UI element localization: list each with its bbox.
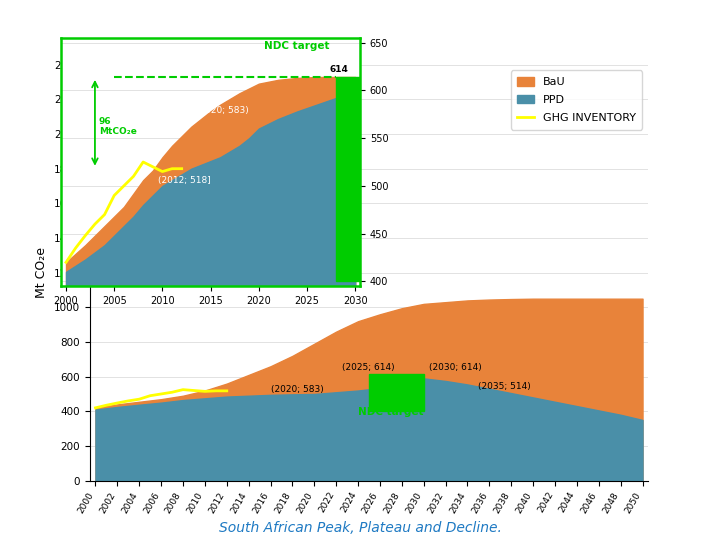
Text: (2020; 583): (2020; 583): [196, 106, 249, 115]
Text: (2012; 518]: (2012; 518]: [158, 176, 210, 185]
Y-axis label: Mt CO₂e: Mt CO₂e: [35, 247, 48, 298]
Text: (2025; 614): (2025; 614): [342, 363, 395, 372]
Text: (2035; 514): (2035; 514): [478, 382, 531, 391]
Text: 96
MtCO₂e: 96 MtCO₂e: [99, 117, 137, 137]
Text: NDC target: NDC target: [358, 407, 423, 417]
Legend: BaU, PPD, GHG INVENTORY: BaU, PPD, GHG INVENTORY: [510, 70, 642, 130]
Text: (2020; 583): (2020; 583): [271, 385, 323, 394]
Text: 614: 614: [329, 65, 348, 74]
Bar: [369, 374, 423, 411]
Text: NDC target: NDC target: [264, 41, 329, 51]
Text: South African Peak, Plateau and Decline.: South African Peak, Plateau and Decline.: [219, 521, 501, 535]
Text: (2030; 614): (2030; 614): [429, 363, 482, 372]
Bar: [336, 77, 365, 281]
